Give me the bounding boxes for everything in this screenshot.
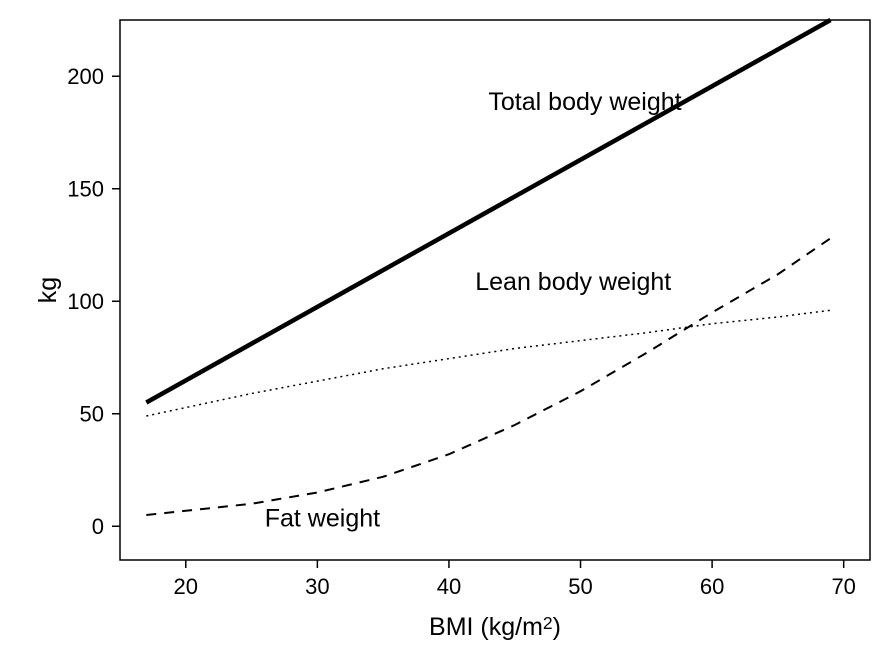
series-label: Fat weight bbox=[265, 504, 380, 532]
y-tick-label: 100 bbox=[67, 289, 104, 314]
x-tick-label: 20 bbox=[174, 574, 198, 599]
series-line bbox=[146, 20, 830, 403]
y-tick-label: 0 bbox=[92, 514, 104, 539]
weight-vs-bmi-chart: 20 30 40 50 60 70 0 50 100 150 200 BMI (kg/m2) kg Tot… bbox=[0, 0, 893, 649]
series-line bbox=[146, 310, 830, 416]
y-axis-title: kg bbox=[34, 277, 62, 303]
x-tick-label: 60 bbox=[700, 574, 724, 599]
x-axis-title: BMI (kg/m2) bbox=[429, 613, 561, 641]
y-tick-label: 200 bbox=[67, 64, 104, 89]
y-tick-label: 50 bbox=[80, 401, 104, 426]
x-tick-label: 30 bbox=[305, 574, 329, 599]
y-tick-label: 150 bbox=[67, 176, 104, 201]
series-label: Lean body weight bbox=[475, 268, 671, 296]
x-tick-label: 70 bbox=[831, 574, 855, 599]
chart-svg: 20 30 40 50 60 70 0 50 100 150 200 BMI (kg/m2) kg Tot… bbox=[0, 0, 893, 649]
series-label: Total body weight bbox=[488, 88, 681, 116]
x-tick-label: 40 bbox=[437, 574, 461, 599]
x-tick-label: 50 bbox=[568, 574, 592, 599]
